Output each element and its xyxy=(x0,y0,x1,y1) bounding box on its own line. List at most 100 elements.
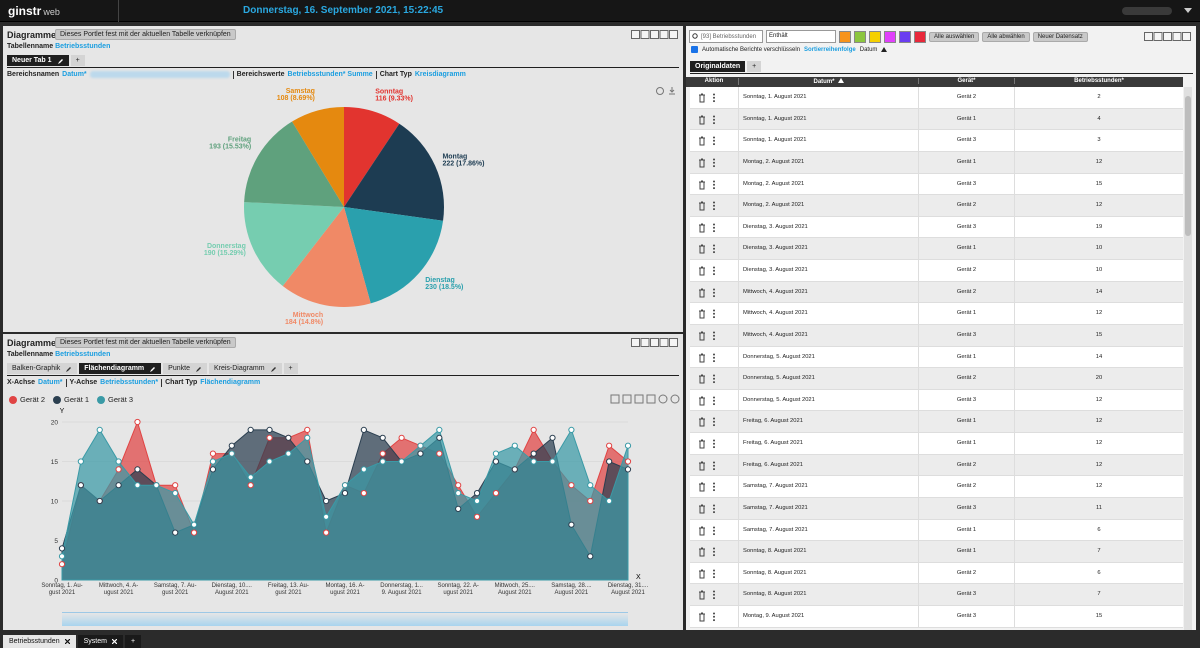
point xyxy=(96,426,103,434)
point xyxy=(304,426,311,434)
portlet-icon xyxy=(650,338,659,347)
color-swatch[interactable] xyxy=(854,30,866,43)
legend-item[interactable]: Gerät 2 xyxy=(9,395,45,404)
toolbar-button[interactable]: Alle auswählen xyxy=(929,31,980,42)
edit-icon xyxy=(66,366,72,372)
tab[interactable]: Originaldaten xyxy=(690,61,746,72)
setting-label: Chart Typ xyxy=(379,71,412,78)
table-cell: Dienstag, 3. August 2021 xyxy=(738,238,918,259)
tab[interactable]: Punkte xyxy=(163,363,207,374)
point xyxy=(568,482,575,489)
point xyxy=(266,458,273,465)
menu-dot xyxy=(713,399,715,402)
checkbox[interactable] xyxy=(691,46,698,53)
portlet-icon xyxy=(640,30,650,39)
user-menu[interactable] xyxy=(1122,7,1172,15)
edit-icon xyxy=(195,366,201,372)
tab[interactable]: Neuer Tab 1 xyxy=(7,55,69,66)
legend-swatch xyxy=(97,395,106,404)
toolbar-button[interactable]: Neuer Datensatz xyxy=(1032,31,1088,42)
menu-dot xyxy=(713,186,715,189)
page-tab[interactable]: System xyxy=(77,635,123,648)
toolbar-button[interactable]: Alle abwählen xyxy=(982,31,1030,42)
table-cell: Gerät 3 xyxy=(918,130,1014,151)
page-tab[interactable]: Betriebsstunden xyxy=(3,635,76,648)
setting-value: Betriebsstunden* xyxy=(100,379,159,386)
table-cell: Gerät 3 xyxy=(918,584,1014,605)
color-swatch[interactable] xyxy=(884,30,896,43)
logo-suffix: web xyxy=(43,7,60,17)
menu-dot xyxy=(713,424,715,427)
table-cell: 12 xyxy=(1014,411,1183,432)
tab[interactable]: + xyxy=(283,363,298,374)
color-swatch[interactable] xyxy=(899,30,911,43)
point xyxy=(587,497,594,505)
table-body: Sonntag, 1. August 2021 Gerät 2 2 Sonntag, … xyxy=(690,87,1183,628)
point xyxy=(417,442,424,449)
graphic xyxy=(57,58,63,64)
table-cell: Gerät 2 xyxy=(918,87,1014,108)
color-swatch[interactable] xyxy=(914,30,926,43)
graphic xyxy=(631,30,678,39)
color-swatch[interactable] xyxy=(839,30,851,43)
tab[interactable]: + xyxy=(70,55,85,66)
tab[interactable]: Balken-Graphik xyxy=(7,363,78,374)
menu-dot xyxy=(713,93,715,96)
tab-label: Punkte xyxy=(168,365,190,372)
portlet: Diagramme Dieses Portlet fest mit der akt… xyxy=(3,26,683,332)
portlet-icon xyxy=(631,338,640,347)
color-swatch[interactable] xyxy=(869,30,881,43)
column-header[interactable]: Gerät* xyxy=(918,78,1014,84)
toolbar-icon xyxy=(634,394,644,404)
menu-dot xyxy=(713,597,715,600)
point xyxy=(96,497,103,505)
column-header[interactable]: Aktion xyxy=(690,78,738,84)
point xyxy=(134,418,141,426)
menu-dot xyxy=(713,331,715,334)
menu-dot xyxy=(713,353,715,355)
link-button[interactable]: Dieses Portlet fest mit der aktuellen Ta… xyxy=(55,337,236,348)
legend-item[interactable]: Gerät 3 xyxy=(97,395,133,404)
menu-dot xyxy=(713,594,715,597)
point xyxy=(172,490,179,497)
slice-value-label: 222 (17.86%) xyxy=(442,161,484,168)
point xyxy=(587,553,594,560)
column-header[interactable]: Datum* xyxy=(738,78,918,85)
graphic xyxy=(699,115,715,125)
point xyxy=(511,466,518,473)
page-tab[interactable]: + xyxy=(124,635,142,648)
tab-label: + xyxy=(288,365,293,372)
tab[interactable]: Kreis-Diagramm xyxy=(208,363,282,374)
graphic xyxy=(699,266,715,276)
point xyxy=(323,497,330,505)
point xyxy=(606,497,613,505)
table-cell: 11 xyxy=(1014,497,1183,519)
link-button[interactable]: Dieses Portlet fest mit der aktuellen Ta… xyxy=(55,29,236,40)
divider xyxy=(161,379,163,387)
point xyxy=(190,521,198,528)
table-cell: Mittwoch, 4. August 2021 xyxy=(738,303,918,324)
column-header[interactable]: Betriebsstunden* xyxy=(1014,78,1183,84)
search-box[interactable]: [93] Betriebsstunden xyxy=(689,30,763,43)
sort-value: Datum xyxy=(859,46,878,53)
point xyxy=(436,450,443,457)
refresh-icon xyxy=(656,87,664,95)
menu-dot xyxy=(713,356,715,359)
delete-icon xyxy=(699,374,705,384)
point xyxy=(473,513,481,520)
menu-dot xyxy=(713,226,715,229)
point xyxy=(587,482,594,489)
sort-arrow xyxy=(837,78,844,83)
x-axis-label: X xyxy=(636,574,641,581)
tab[interactable]: + xyxy=(747,61,762,72)
tab[interactable]: Flächendiagramm xyxy=(79,363,162,374)
menu-dot xyxy=(713,309,715,312)
slice-label: Donnerstag xyxy=(207,243,246,250)
graphic xyxy=(699,439,715,449)
sort-label: Sortierreihenfolge xyxy=(804,46,856,53)
x-tick-label: Samstag, 28.... August 2021 xyxy=(551,583,592,596)
legend-item[interactable]: Gerät 1 xyxy=(53,395,89,404)
table-cell: 2 xyxy=(1014,87,1183,108)
operator-select[interactable]: Enthält xyxy=(766,30,836,43)
